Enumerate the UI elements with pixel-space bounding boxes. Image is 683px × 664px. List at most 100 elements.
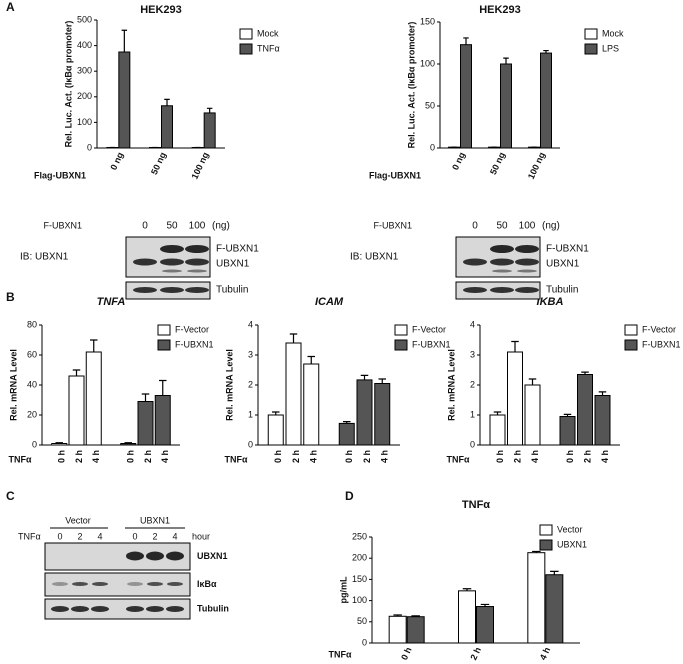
- y-tick-label: 500: [77, 14, 92, 24]
- membrane: [44, 542, 191, 571]
- blot-band: [490, 287, 514, 293]
- chart-title: HEK293: [140, 4, 182, 16]
- lane-label: 0: [472, 221, 478, 232]
- blot-band: [127, 582, 143, 586]
- blot-header: F-UBXN1: [43, 220, 82, 230]
- x-tick-label: 0 h: [273, 450, 283, 463]
- x-axis-label: TNFα: [446, 454, 469, 464]
- y-tick-label: 1: [470, 409, 475, 419]
- blot-band: [517, 269, 537, 273]
- x-tick-label: 4 h: [309, 450, 319, 463]
- x-tick-label: 50 ng: [149, 151, 168, 177]
- band-label: F-UBXN1: [546, 244, 589, 255]
- bar: [545, 574, 564, 644]
- legend-swatch: [239, 43, 253, 55]
- y-axis-label: Rel. Luc. Act. (IκBα promoter): [406, 22, 416, 149]
- y-tick-label: 3: [470, 349, 475, 359]
- x-tick-label: 4 h: [530, 450, 540, 463]
- error-bar: [343, 421, 351, 424]
- legend-label: LPS: [602, 43, 619, 53]
- error-bar: [206, 107, 213, 113]
- x-tick-label: 4 h: [538, 646, 553, 662]
- legend-label: Mock: [602, 28, 624, 38]
- blot-band: [162, 269, 182, 273]
- blot-band: [515, 245, 539, 253]
- legend-label: F-Vector: [412, 324, 446, 334]
- legend-label: F-UBXN1: [642, 339, 681, 349]
- y-tick-label: 0: [248, 439, 253, 449]
- blot-band: [71, 606, 89, 612]
- blot-band: [185, 258, 209, 266]
- blot-band: [72, 582, 88, 586]
- panel-letter: B: [6, 290, 15, 304]
- x-axis-label: TNFα: [224, 454, 247, 464]
- error-bar: [55, 442, 63, 444]
- lane-label: 100: [519, 221, 536, 232]
- y-tick-label: 50: [357, 616, 367, 626]
- bar: [267, 414, 284, 446]
- error-bar: [598, 391, 607, 396]
- blot-band: [51, 606, 69, 612]
- blot-band: [166, 606, 184, 612]
- x-axis-label: Flag-UBXN1: [369, 170, 421, 180]
- error-bar: [307, 355, 315, 364]
- blot-unit: hour: [192, 531, 210, 541]
- lane-label: 0: [57, 531, 62, 541]
- y-tick-label: 200: [352, 553, 367, 563]
- x-tick-label: 4 h: [380, 450, 390, 463]
- bar: [524, 384, 541, 446]
- x-tick-label: 0 ng: [450, 151, 467, 172]
- x-tick-label: 2 h: [362, 450, 372, 463]
- blot-band: [185, 245, 209, 253]
- band-label: UBXN1: [216, 259, 250, 270]
- legend-swatch: [584, 28, 598, 40]
- bar: [118, 51, 131, 149]
- y-tick-label: 0: [430, 142, 435, 152]
- bar: [406, 616, 425, 644]
- error-bar: [550, 570, 559, 575]
- legend-swatch: [157, 324, 171, 336]
- y-axis-label: Rel. mRNA Level: [224, 349, 234, 421]
- bar: [303, 363, 320, 446]
- blot-band: [146, 606, 164, 612]
- blot-band: [463, 258, 487, 266]
- blot-band: [92, 582, 108, 586]
- lane-label: 2: [77, 531, 82, 541]
- y-tick-label: 3: [248, 349, 253, 359]
- y-tick-label: 4: [248, 319, 253, 329]
- blot-band: [133, 287, 157, 293]
- x-tick-label: 0 ng: [108, 151, 125, 172]
- x-tick-label: 0 h: [565, 450, 575, 463]
- lane-label: 0: [132, 531, 137, 541]
- blot-band: [185, 287, 209, 293]
- group-label: Vector: [65, 515, 91, 525]
- error-bar: [378, 378, 386, 384]
- lane-label: 100: [189, 221, 206, 232]
- x-axis-label: TNFα: [8, 454, 31, 464]
- bar: [527, 552, 546, 644]
- x-tick-label: 100 ng: [190, 151, 211, 181]
- y-tick-label: 0: [87, 142, 92, 152]
- blot-band: [160, 287, 184, 293]
- bar: [507, 351, 523, 446]
- error-bar: [72, 369, 81, 376]
- error-bar: [581, 371, 589, 375]
- blot-band: [91, 606, 109, 612]
- blot-band: [492, 269, 512, 273]
- bar: [85, 351, 102, 446]
- error-bar: [159, 379, 167, 396]
- x-tick-label: 2 h: [468, 646, 483, 662]
- y-tick-label: 0: [362, 637, 367, 647]
- group-label: UBXN1: [140, 515, 170, 525]
- error-bar: [164, 98, 170, 106]
- y-tick-label: 50: [425, 100, 435, 110]
- legend-swatch: [394, 339, 408, 351]
- bar: [458, 590, 476, 644]
- y-tick-label: 2: [248, 379, 253, 389]
- y-tick-label: 4: [470, 319, 475, 329]
- band-label: IκBα: [197, 579, 217, 589]
- legend-label: Vector: [557, 524, 583, 534]
- y-tick-label: 300: [77, 66, 92, 76]
- blot-band: [146, 551, 164, 561]
- error-bar: [532, 550, 541, 553]
